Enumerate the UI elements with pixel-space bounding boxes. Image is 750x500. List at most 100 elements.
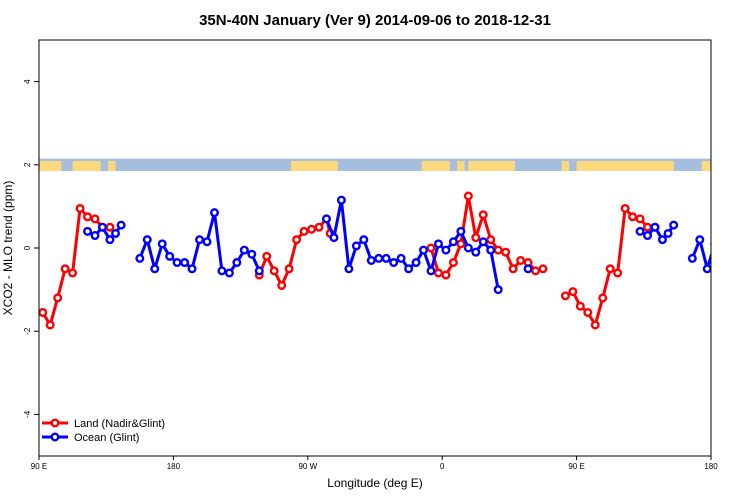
series-layer (39, 191, 726, 330)
land-band-block (421, 161, 431, 172)
ocean-point (351, 241, 361, 251)
y-tick-label: 2 (23, 162, 32, 167)
ocean-point (669, 220, 679, 230)
ocean-point (663, 228, 673, 238)
ocean-point (111, 228, 121, 238)
ocean-point (254, 266, 264, 276)
ocean-point (650, 222, 660, 232)
land-band-block (457, 161, 465, 172)
land-point (486, 235, 496, 245)
legend-label-ocean: Ocean (Glint) (74, 432, 139, 444)
ocean-point (657, 235, 667, 245)
ocean-point (635, 226, 645, 236)
legend-label-land: Land (Nadir&Glint) (74, 418, 165, 430)
land-point (508, 264, 518, 274)
x-tick-label: 90 W (298, 462, 317, 471)
ocean-point (687, 253, 697, 263)
ocean-point (172, 258, 182, 268)
ocean-point (381, 253, 391, 263)
ocean-point (165, 251, 175, 261)
land-point (292, 235, 302, 245)
ocean-point (142, 235, 152, 245)
land-point (441, 270, 451, 280)
ocean-point (97, 222, 107, 232)
land-point (269, 266, 279, 276)
y-axis-label: XCO2 - MLO trend (ppm) (1, 181, 15, 316)
ocean-point (448, 237, 458, 247)
land-line-segment (41, 206, 110, 327)
land-point (643, 222, 653, 232)
x-tick-label: 90 E (568, 462, 584, 471)
land-point (531, 266, 541, 276)
land-point (456, 239, 466, 249)
ocean-point (180, 258, 190, 268)
land-point (605, 264, 615, 274)
land-band-block (72, 161, 101, 172)
land-band-block (576, 161, 674, 172)
land-point (575, 301, 585, 311)
x-tick-label: 180 (704, 462, 718, 471)
y-tick-label: 0 (23, 245, 32, 250)
land-point (560, 291, 570, 301)
ocean-point (209, 208, 219, 218)
ocean-point (374, 253, 384, 263)
ocean-point (239, 245, 249, 255)
land-point (262, 251, 272, 261)
ocean-point (336, 195, 346, 205)
ocean-point (344, 264, 354, 274)
ocean-point (321, 214, 331, 224)
ocean-point (224, 268, 234, 278)
legend-marker-ocean (50, 432, 60, 442)
land-point (83, 212, 93, 222)
x-axis: 90 E 180 90 W 0 90 E 180 (31, 456, 718, 471)
ocean-point (426, 266, 436, 276)
ocean-point (90, 231, 100, 241)
ocean-point (366, 255, 376, 265)
land-point (433, 268, 443, 278)
land-point (299, 226, 309, 236)
land-point (598, 293, 608, 303)
y-tick-label: -4 (23, 410, 32, 418)
ocean-point (329, 233, 339, 243)
land-point (284, 264, 294, 274)
y-tick-label: -2 (23, 327, 32, 335)
land-point (39, 307, 48, 317)
ocean-point (695, 235, 705, 245)
plot-frame (38, 39, 712, 457)
ocean-point (157, 239, 167, 249)
land-point (478, 210, 488, 220)
ocean-point (359, 235, 369, 245)
ocean-point (471, 247, 481, 257)
land-point (60, 264, 70, 274)
ocean-point (702, 264, 711, 274)
land-point (277, 280, 287, 290)
ocean-point (411, 258, 421, 268)
land-band-block (431, 161, 450, 172)
ocean-point (396, 253, 406, 263)
ocean-point (135, 253, 145, 263)
land-point (635, 214, 645, 224)
ocean-point (187, 264, 197, 274)
ocean-point (419, 245, 429, 255)
ocean-point (247, 249, 257, 259)
land-ocean-mask-band (39, 158, 711, 172)
ocean-point (523, 264, 533, 274)
land-point (471, 233, 481, 243)
land-point (53, 293, 63, 303)
land-band-block (291, 161, 338, 172)
x-tick-label: 90 E (31, 462, 47, 471)
ocean-point (232, 258, 242, 268)
series-land (39, 191, 660, 330)
land-point (307, 224, 317, 234)
ocean-band (39, 158, 711, 172)
ocean-point (433, 239, 443, 249)
land-point (45, 320, 55, 330)
land-point (583, 307, 593, 317)
ocean-point (83, 226, 93, 236)
land-point (568, 287, 578, 297)
y-axis: -4 -2 0 2 4 (23, 79, 39, 418)
ocean-point (719, 253, 726, 260)
land-point (501, 247, 511, 257)
y-tick-label: 4 (23, 79, 32, 84)
